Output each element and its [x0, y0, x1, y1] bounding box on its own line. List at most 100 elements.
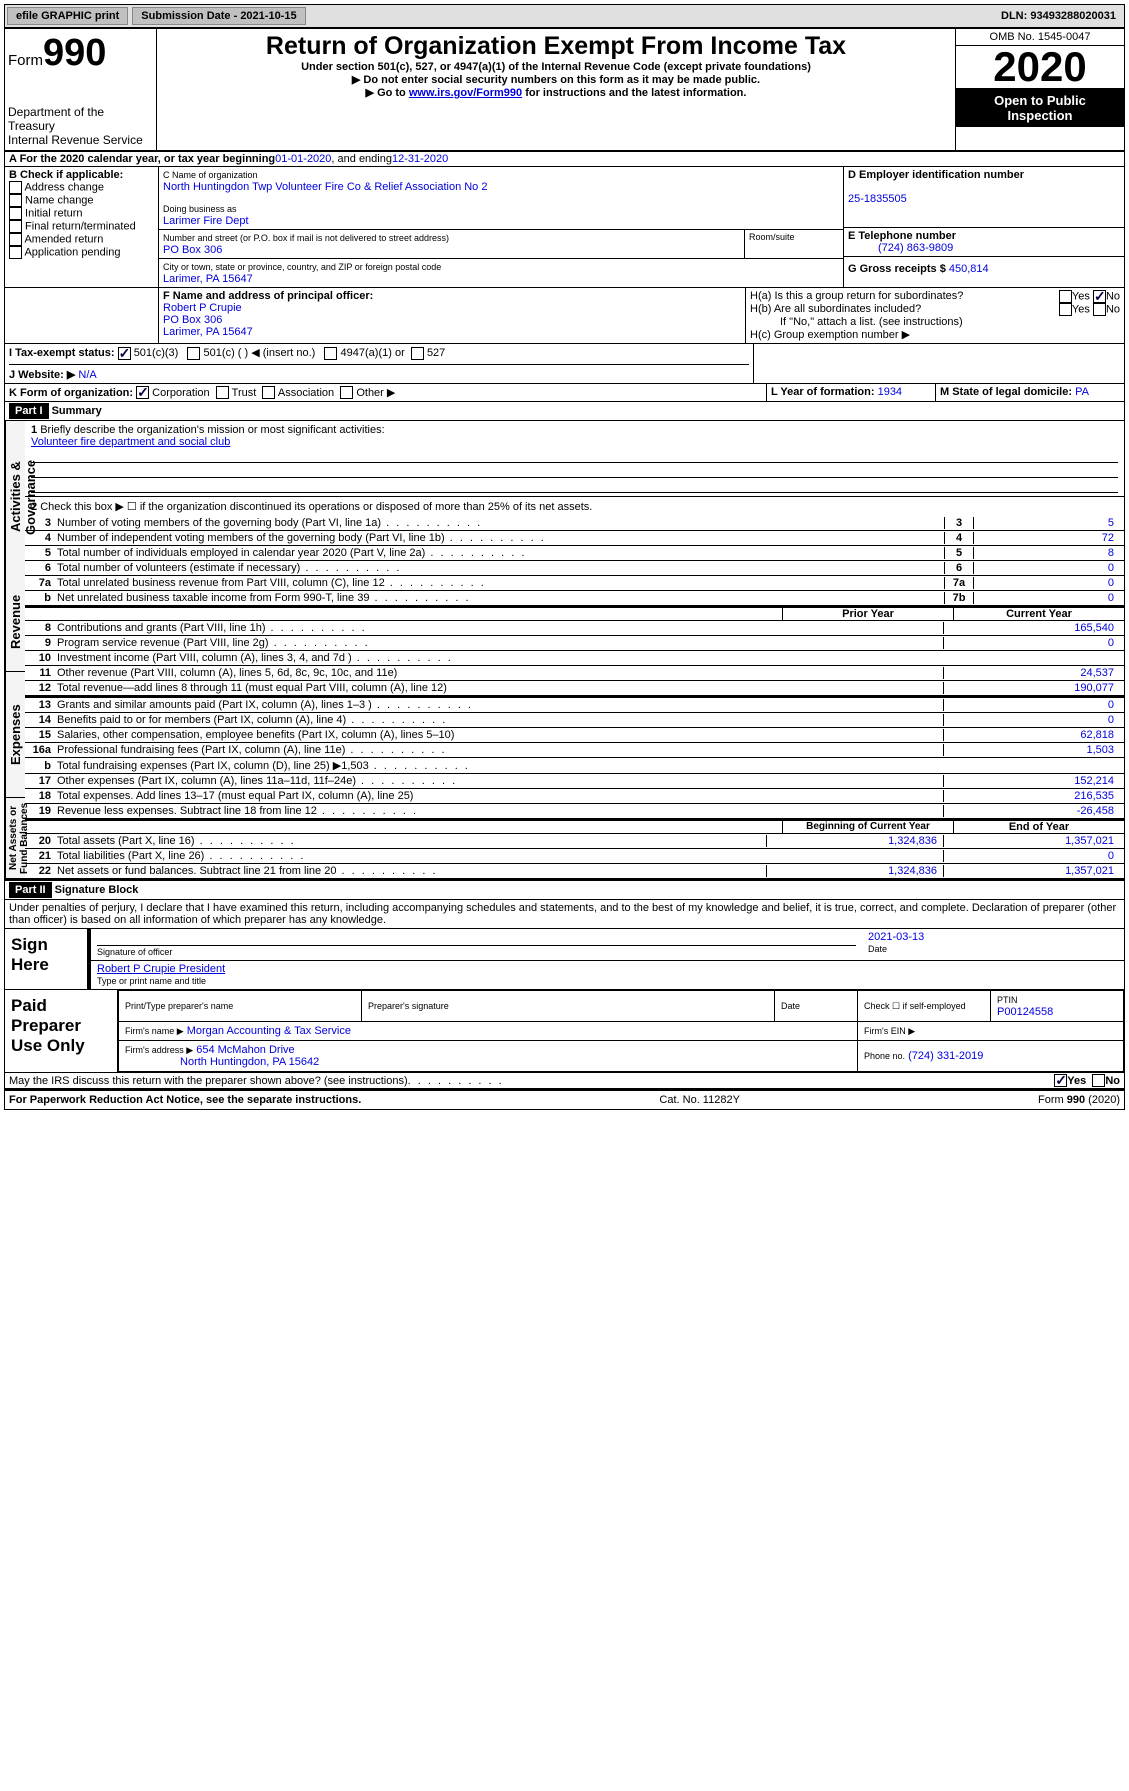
part2-badge: Part II	[9, 882, 52, 898]
527-checkbox[interactable]	[411, 347, 424, 360]
goto-pre: ▶ Go to	[366, 87, 409, 99]
subtitle-1: Under section 501(c), 527, or 4947(a)(1)…	[160, 61, 952, 73]
hb-yes-checkbox[interactable]	[1059, 303, 1072, 316]
discuss-row: May the IRS discuss this return with the…	[5, 1072, 1124, 1089]
box-k-label: K Form of organization:	[9, 387, 133, 399]
box-b: B Check if applicable: Address change Na…	[5, 167, 159, 287]
ha-yes-checkbox[interactable]	[1059, 290, 1072, 303]
side-governance: Activities & Governance	[5, 421, 25, 573]
side-revenue: Revenue	[5, 573, 25, 672]
assoc-checkbox[interactable]	[262, 386, 275, 399]
ppu-label: Paid Preparer Use Only	[5, 990, 118, 1072]
501c-checkbox[interactable]	[187, 347, 200, 360]
financial-line: 8Contributions and grants (Part VIII, li…	[25, 621, 1124, 636]
discuss-yes-checkbox[interactable]	[1054, 1074, 1067, 1087]
summary-line: 3Number of voting members of the governi…	[25, 516, 1124, 531]
opt-trust: Trust	[232, 387, 257, 399]
org-form-block: K Form of organization: Corporation Trus…	[5, 384, 1124, 403]
col-current-year: Current Year	[953, 608, 1124, 620]
h-c-label: H(c) Group exemption number ▶	[750, 328, 1120, 341]
box-i-label: I Tax-exempt status:	[9, 347, 115, 359]
line-a-pre: A For the 2020 calendar year, or tax yea…	[9, 153, 275, 165]
discuss-no: No	[1105, 1075, 1120, 1087]
financial-line: 13Grants and similar amounts paid (Part …	[25, 698, 1124, 713]
box-b-option: Name change	[9, 194, 154, 207]
ein-value: 25-1835505	[848, 193, 907, 205]
501c3-checkbox[interactable]	[118, 347, 131, 360]
street-address: PO Box 306	[163, 244, 222, 256]
part1-header: Part I Summary	[5, 402, 1124, 421]
opt-assoc: Association	[278, 387, 334, 399]
identity-block: B Check if applicable: Address change Na…	[5, 167, 1124, 288]
prep-sig-label: Preparer's signature	[368, 1001, 449, 1011]
header-right: OMB No. 1545-0047 2020 Open to Public In…	[955, 29, 1124, 150]
applicable-checkbox[interactable]	[9, 207, 22, 220]
financial-line: 16aProfessional fundraising fees (Part I…	[25, 743, 1124, 758]
summary-line: 5Total number of individuals employed in…	[25, 546, 1124, 561]
right-col: D Employer identification number 25-1835…	[844, 167, 1124, 287]
status-website-block: I Tax-exempt status: 501(c)(3) 501(c) ( …	[5, 344, 1124, 384]
irs-label: Internal Revenue Service	[8, 133, 153, 147]
firm-addr-label: Firm's address ▶	[125, 1045, 193, 1055]
city-value: Larimer, PA 15647	[163, 273, 253, 285]
ptin-label: PTIN	[997, 995, 1018, 1005]
hb-no-checkbox[interactable]	[1093, 303, 1106, 316]
financial-line: 21Total liabilities (Part X, line 26)0	[25, 849, 1124, 864]
part1-title: Summary	[52, 405, 102, 417]
sign-here-label: Sign Here	[5, 929, 88, 989]
box-b-option: Application pending	[9, 246, 154, 259]
goto-post: for instructions and the latest informat…	[522, 87, 746, 99]
efile-button[interactable]: efile GRAPHIC print	[7, 7, 128, 25]
domicile-state: PA	[1075, 386, 1089, 398]
footer-right: Form 990 (2020)	[1038, 1094, 1120, 1106]
open-to-public: Open to Public Inspection	[956, 89, 1124, 127]
applicable-checkbox[interactable]	[9, 194, 22, 207]
otp-line1: Open to Public	[994, 93, 1086, 108]
opt-corp: Corporation	[152, 387, 209, 399]
form-number: Form990	[8, 32, 153, 75]
other-checkbox[interactable]	[340, 386, 353, 399]
box-g-label: G Gross receipts $	[848, 263, 946, 275]
box-j-label: J Website: ▶	[9, 369, 75, 381]
sign-here-block: Sign Here Signature of officer 2021-03-1…	[5, 928, 1124, 989]
tax-year: 2020	[956, 46, 1124, 89]
trust-checkbox[interactable]	[216, 386, 229, 399]
addr-label: Number and street (or P.O. box if mail i…	[163, 233, 449, 243]
side-expenses: Expenses	[5, 672, 25, 798]
sig-officer-label: Signature of officer	[97, 947, 172, 957]
firm-addr2: North Huntingdon, PA 15642	[180, 1056, 319, 1068]
footer: For Paperwork Reduction Act Notice, see …	[5, 1089, 1124, 1109]
form-title: Return of Organization Exempt From Incom…	[160, 32, 952, 61]
submission-date-button[interactable]: Submission Date - 2021-10-15	[132, 7, 305, 25]
prep-date-label: Date	[781, 1001, 800, 1011]
applicable-checkbox[interactable]	[9, 181, 22, 194]
financial-line: 9Program service revenue (Part VIII, lin…	[25, 636, 1124, 651]
financial-line: 14Benefits paid to or for members (Part …	[25, 713, 1124, 728]
dots-filler	[408, 1075, 1055, 1087]
opt-4947: 4947(a)(1) or	[341, 347, 405, 359]
4947-checkbox[interactable]	[324, 347, 337, 360]
dln-text: DLN: 93493288020031	[1001, 10, 1122, 22]
officer-name: Robert P Crupie	[163, 302, 242, 314]
ha-no-checkbox[interactable]	[1093, 290, 1106, 303]
part1-body: Activities & Governance Revenue Expenses…	[5, 421, 1124, 879]
header-left: Form990 Department of the Treasury Inter…	[5, 29, 157, 150]
ty-end: 12-31-2020	[392, 153, 448, 165]
date-label: Date	[868, 944, 887, 954]
officer-typed-name: Robert P Crupie President	[97, 963, 225, 975]
discuss-no-checkbox[interactable]	[1092, 1074, 1105, 1087]
corp-checkbox[interactable]	[136, 386, 149, 399]
applicable-checkbox[interactable]	[9, 220, 22, 233]
firm-ein-label: Firm's EIN ▶	[864, 1026, 915, 1036]
applicable-checkbox[interactable]	[9, 246, 22, 259]
h-b-note: If "No," attach a list. (see instruction…	[750, 316, 1120, 328]
instructions-link[interactable]: www.irs.gov/Form990	[409, 87, 522, 99]
applicable-checkbox[interactable]	[9, 233, 22, 246]
year-header-row: Prior Year Current Year	[25, 606, 1124, 621]
form-no: 990	[43, 32, 106, 74]
summary-line: 4Number of independent voting members of…	[25, 531, 1124, 546]
perjury-text: Under penalties of perjury, I declare th…	[5, 900, 1124, 928]
typed-name-label: Type or print name and title	[97, 976, 206, 986]
firm-phone-label: Phone no.	[864, 1051, 905, 1061]
firm-name: Morgan Accounting & Tax Service	[187, 1025, 351, 1037]
